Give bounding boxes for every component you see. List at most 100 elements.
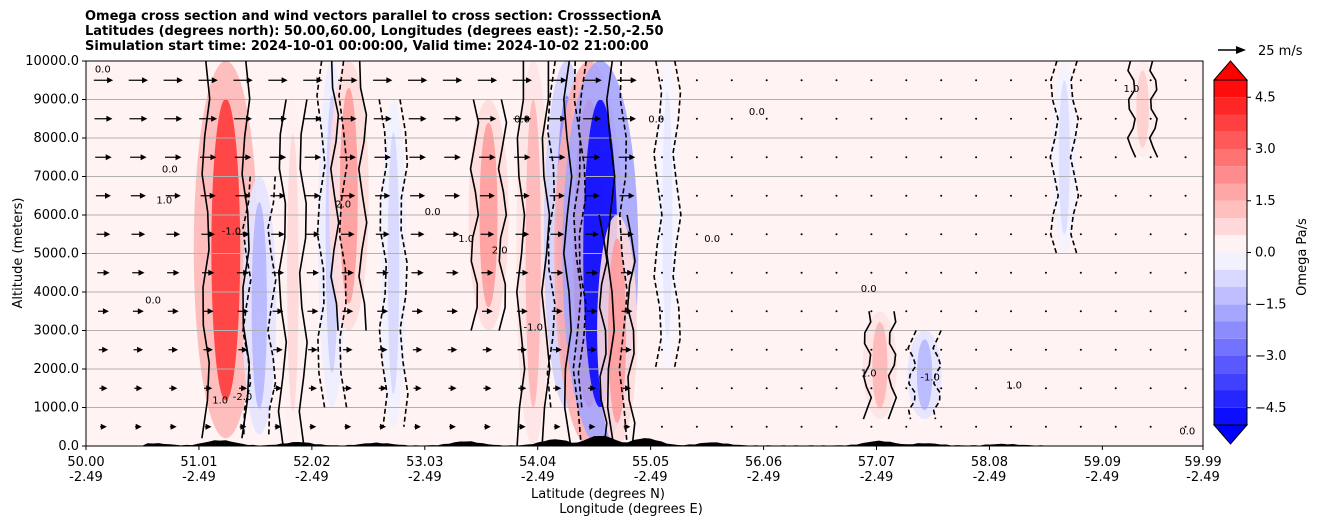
wind-vector-12-8 (513, 115, 532, 122)
contour-label-19: -1.0 (920, 373, 940, 384)
wind-vector-5-7 (269, 154, 287, 161)
wind-vector-4-0 (239, 423, 247, 430)
wind-vector-10-9 (442, 77, 463, 84)
wind-vector-23-3 (905, 310, 908, 313)
wind-vector-6-0 (309, 423, 317, 430)
wind-vector-14-9-head (595, 77, 602, 84)
colorbar-segment-18 (1214, 97, 1247, 115)
colorbar-tick-label-4: −1.5 (1255, 297, 1287, 312)
wind-vector-4-6 (235, 192, 251, 199)
omega-contours: 0.0 0.0 0.0 1.0 1.0 -1.0 -2.0 2.0 0.0 1.0 2.0 0.0 -1… (95, 61, 1195, 446)
wind-vector-14-1 (588, 385, 597, 392)
wind-vector-12-2 (517, 346, 528, 353)
wind-vector-17-9 (695, 79, 698, 82)
wind-vector-3-9-head (211, 77, 218, 84)
wind-vector-11-9 (477, 77, 498, 84)
wind-vector-20-4 (800, 271, 803, 274)
wind-vector-6-1 (308, 385, 317, 392)
wind-vector-2-7-head (175, 154, 182, 161)
wind-vector-12-0-head (519, 423, 526, 430)
wind-vector-4-2 (238, 346, 248, 353)
wind-vector-3-8-head (211, 115, 218, 122)
contour-12-1 (672, 61, 682, 370)
wind-vector-3-5 (201, 231, 216, 238)
wind-vector-2-3 (167, 308, 179, 315)
x-tick-lon-label-5: -2.49 (634, 470, 668, 485)
wind-vector-2-2 (168, 346, 179, 353)
wind-vector-0-4 (97, 269, 110, 276)
wind-vector-28-7 (1079, 156, 1082, 159)
y-tick-label-6: 6000.0 (34, 208, 80, 223)
wind-vector-27-0 (1044, 425, 1047, 428)
wind-vector-15-8-head (629, 115, 636, 122)
wind-vector-9-4 (411, 269, 424, 276)
wind-vector-21-0 (835, 425, 838, 428)
colorbar-segment-5 (1214, 321, 1247, 339)
wind-vector-16-3 (660, 310, 663, 313)
wind-vector-20-8 (800, 117, 803, 120)
wind-vector-7-0 (344, 423, 352, 430)
wind-vector-6-4-head (313, 269, 320, 276)
wind-vector-30-7 (1149, 156, 1152, 159)
wind-vector-16-8 (660, 117, 663, 120)
wind-vector-27-8 (1044, 117, 1047, 120)
wind-vector-10-4-head (452, 269, 459, 276)
wind-vector-11-2-head (486, 346, 493, 353)
x-tick-lon-label-6: -2.49 (747, 470, 781, 485)
wind-vector-29-7 (1114, 156, 1117, 159)
wind-vector-10-6 (444, 192, 461, 199)
contour-6-1 (497, 99, 508, 331)
wind-vector-8-5-head (383, 231, 390, 238)
x-tick-lat-label-7: 57.07 (858, 455, 895, 470)
colorbar-segment-4 (1214, 338, 1247, 356)
wind-vector-13-8 (548, 115, 567, 122)
wind-vector-14-2 (587, 346, 597, 353)
wind-vector-13-2-head (555, 346, 562, 353)
wind-vector-4-6-head (244, 192, 251, 199)
wind-vector-1-0-head (135, 423, 142, 430)
wind-vector-22-0 (870, 425, 873, 428)
wind-vector-11-0 (484, 423, 491, 430)
wind-vector-0-5 (96, 231, 111, 238)
wind-vector-26-9 (1010, 79, 1013, 82)
wind-vector-20-3 (800, 310, 803, 313)
wind-vector-12-6-head (523, 192, 530, 199)
wind-vector-2-6 (165, 192, 181, 199)
wind-vector-3-1 (204, 385, 213, 392)
wind-vector-0-9-head (107, 77, 114, 84)
contour-label-3: 1.0 (156, 195, 172, 206)
colorbar-segment-14 (1214, 166, 1247, 184)
wind-vector-26-3 (1010, 310, 1013, 313)
contour-0-0 (201, 61, 211, 439)
wind-vector-8-9-head (386, 77, 393, 84)
colorbar-tick-label-1: 3.0 (1255, 142, 1276, 157)
wind-vector-29-9 (1114, 79, 1117, 82)
wind-vector-5-2-head (276, 346, 283, 353)
contour-10-0 (572, 61, 583, 446)
wind-vector-1-2-head (137, 346, 144, 353)
contour-1-0 (242, 176, 252, 435)
wind-vector-18-8 (730, 117, 733, 120)
wind-vector-24-5 (940, 233, 943, 236)
wind-vector-3-7-head (210, 154, 217, 161)
wind-vector-16-4 (660, 271, 663, 274)
wind-vector-20-2 (800, 348, 803, 351)
wind-vector-20-1 (800, 387, 803, 390)
wind-vector-4-7 (234, 154, 252, 161)
wind-vector-2-2-head (172, 346, 179, 353)
wind-vector-7-6 (340, 192, 356, 199)
wind-vector-11-2 (482, 346, 493, 353)
contour-label-11: 0.0 (514, 115, 530, 126)
y-tick-label-4: 4000.0 (34, 285, 80, 300)
wind-vector-31-3 (1184, 310, 1187, 313)
wind-vector-28-0 (1079, 425, 1082, 428)
contour-5-0 (378, 99, 388, 427)
wind-vector-21-9 (835, 79, 838, 82)
wind-vector-3-3 (202, 308, 214, 315)
wind-vector-8-1-head (380, 385, 387, 392)
wind-vector-8-0 (379, 423, 387, 430)
wind-vector-2-8-head (176, 115, 183, 122)
wind-vector-6-0-head (310, 423, 317, 430)
wind-vector-11-8 (478, 115, 497, 122)
